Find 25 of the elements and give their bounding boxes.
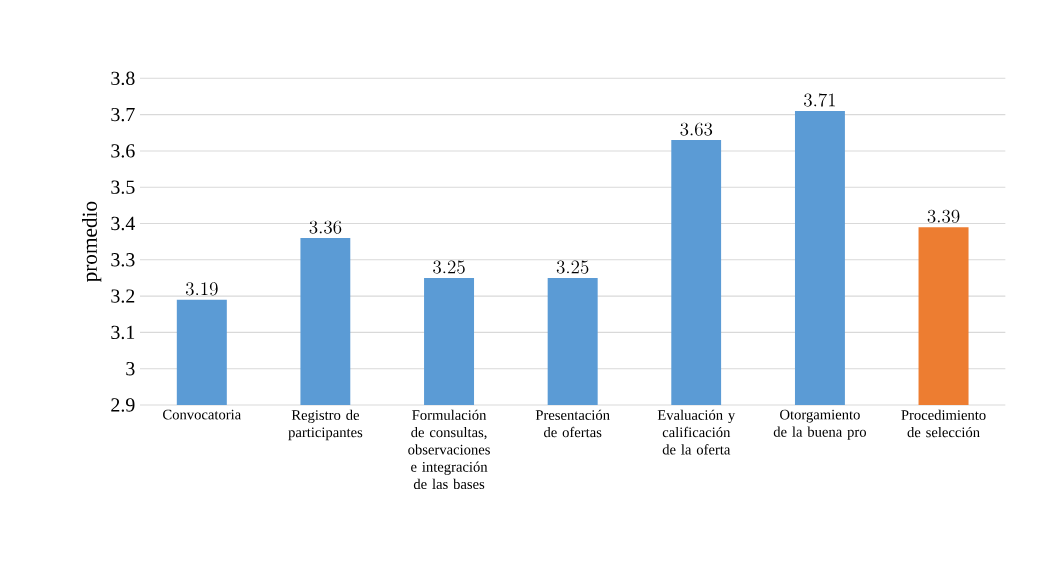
y-axis-title: promedio — [82, 201, 102, 283]
data-label: 3.25 — [433, 260, 465, 274]
y-tick-label: 2.9 — [111, 398, 135, 412]
y-tick-label: 3.7 — [111, 107, 135, 122]
x-tick-label: Registro de participantes — [288, 409, 363, 441]
data-label: 3.39 — [927, 209, 960, 223]
y-tick-label: 3 — [126, 362, 135, 376]
x-tick-label: Evaluación y calificación de la oferta — [657, 409, 736, 455]
data-label: 3.63 — [680, 122, 713, 136]
y-tick-label: 3.6 — [111, 144, 135, 158]
y-tick-label: 3.4 — [111, 216, 135, 231]
data-label: 3.25 — [556, 260, 589, 274]
y-tick-label: 3.8 — [111, 71, 135, 86]
y-tick-label: 3.3 — [111, 253, 135, 267]
x-tick-label: Formulación de consultas, observaciones e integración de las bases — [408, 409, 490, 490]
data-label: 3. 19 — [185, 282, 218, 296]
x-tick-label: Otorgamiento de la buena pro — [773, 409, 867, 440]
data-label: 3.36 — [309, 220, 342, 234]
y-tick-label: 3.2 — [111, 289, 135, 303]
data-label: 3.71 — [804, 93, 836, 107]
x-tick-label: Convocatoria — [163, 409, 241, 420]
y-tick-label: 3.1 — [111, 325, 135, 340]
x-tick-label: Procedimiento de selección — [901, 409, 986, 438]
y-tick-label: 3.5 — [111, 180, 135, 194]
x-tick-label: Presentación de ofertas — [535, 409, 610, 438]
